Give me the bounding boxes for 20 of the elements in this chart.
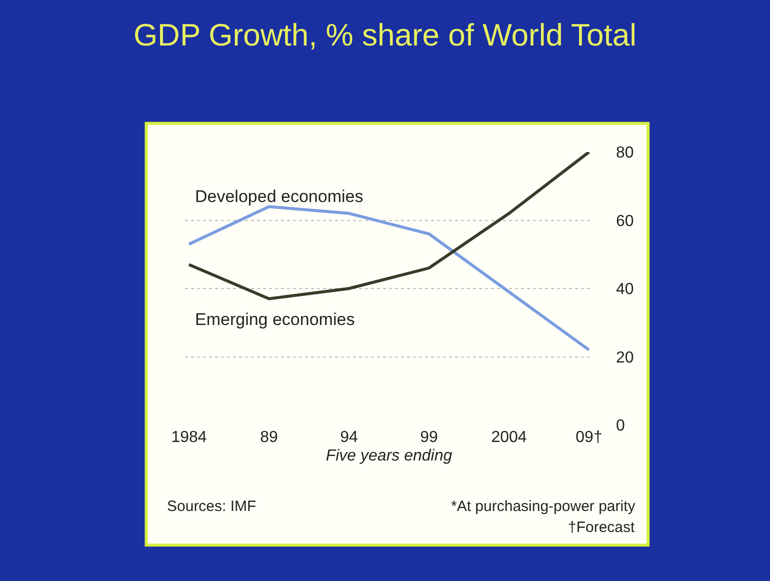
y-tick-label: 40 xyxy=(616,281,634,298)
y-tick-label: 60 xyxy=(616,212,634,230)
y-tick-label: 20 xyxy=(616,349,634,366)
x-tick-label: 89 xyxy=(260,429,278,446)
chart-title: GDP Growth, % share of World Total xyxy=(133,18,637,53)
x-axis-title: Five years ending xyxy=(326,448,452,465)
series-label: Developed economies xyxy=(195,187,364,206)
x-tick-label: 94 xyxy=(340,429,358,446)
text: *At purchasing-power parity xyxy=(451,498,636,515)
x-tick-label: 99 xyxy=(420,429,438,446)
y-tick-label: 80 xyxy=(616,144,634,162)
x-tick-label: 09† xyxy=(576,429,602,446)
line-series xyxy=(188,205,590,352)
x-tick-label: 2004 xyxy=(491,429,527,446)
text: †Forecast xyxy=(568,519,636,536)
series-label: Emerging economies xyxy=(195,310,355,329)
line-series xyxy=(188,152,590,300)
y-tick-label: 0 xyxy=(616,418,625,435)
source-note: Sources: IMF xyxy=(167,498,256,515)
x-tick-label: 1984 xyxy=(171,429,207,446)
